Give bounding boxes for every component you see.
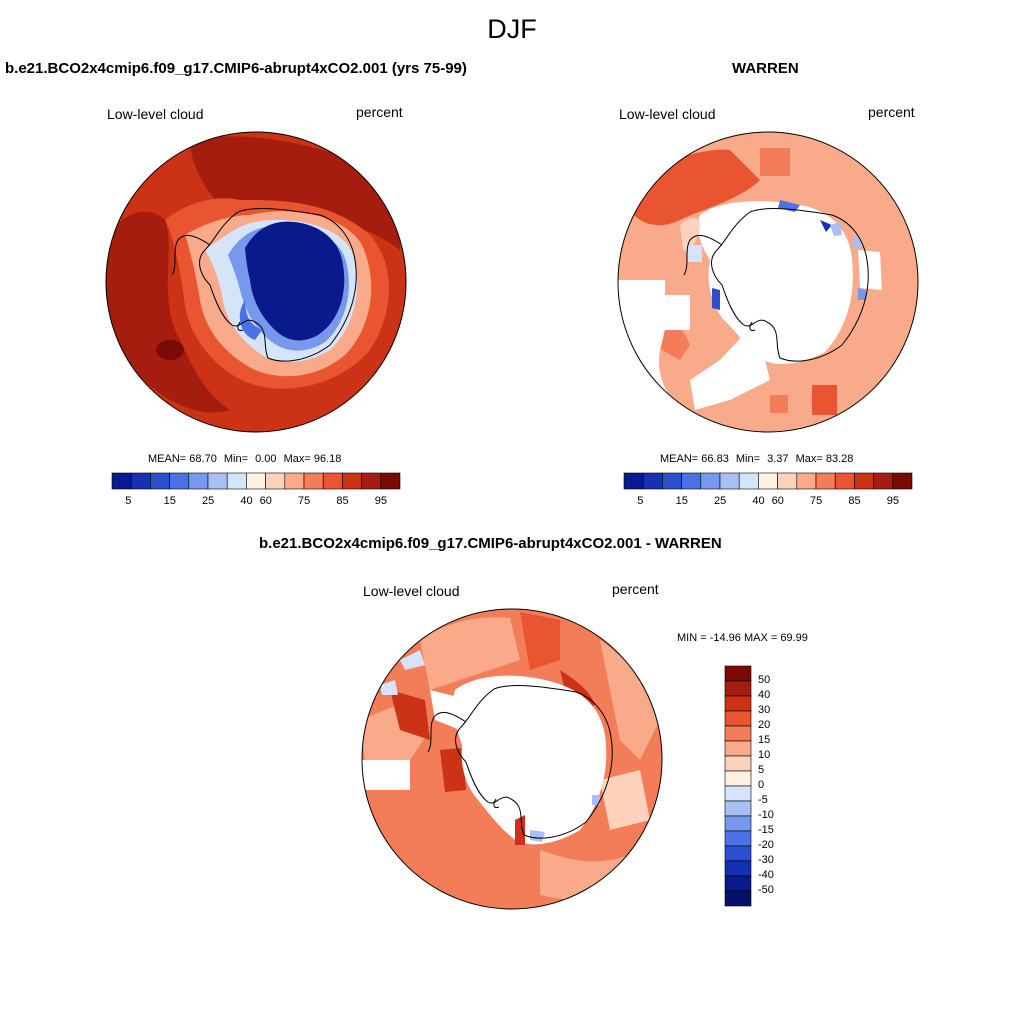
obs-colorbar-swatch xyxy=(892,472,913,490)
model-colorbar-tick-label: 85 xyxy=(336,495,349,507)
obs-colorbar-tick-label: 5 xyxy=(637,495,644,507)
diff-minmax: MIN = -14.96 MAX = 69.99 xyxy=(677,632,808,644)
model-mean-value: 68.70 xyxy=(189,453,217,465)
obs-colorbar-tick-label: 60 xyxy=(771,495,784,507)
obs-min-value: 3.37 xyxy=(767,453,789,465)
model-colorbar-tick-label: 15 xyxy=(163,495,176,507)
model-min-value: 0.00 xyxy=(255,453,277,465)
obs-mean-value: 66.83 xyxy=(701,453,729,465)
diff-colorbar-swatch xyxy=(724,890,752,907)
model-units-label: percent xyxy=(356,104,403,120)
model-mean-label: MEAN= xyxy=(148,453,187,465)
obs-units-label: percent xyxy=(868,104,915,120)
diff-colorbar-swatch xyxy=(724,830,752,847)
model-panel-title: b.e21.BCO2x4cmip6.f09_g17.CMIP6-abrupt4x… xyxy=(5,60,467,77)
diff-colorbar-tick-label: 20 xyxy=(758,719,771,731)
diff-colorbar-swatch xyxy=(724,725,752,742)
diff-colorbar-swatch xyxy=(724,680,752,697)
diff-panel-title: b.e21.BCO2x4cmip6.f09_g17.CMIP6-abrupt4x… xyxy=(259,535,722,552)
diff-colorbar-tick-label: -30 xyxy=(758,854,774,866)
obs-max-label: Max= xyxy=(795,453,823,465)
obs-colorbar-tick-label: 85 xyxy=(848,495,861,507)
obs-colorbar-tick-label: 25 xyxy=(714,495,727,507)
model-max-value: 96.18 xyxy=(313,453,342,465)
diff-colorbar-tick-label: -40 xyxy=(758,869,774,881)
diff-colorbar-tick-label: 40 xyxy=(758,689,771,701)
obs-min-label: Min= xyxy=(735,453,761,465)
diff-colorbar-swatch xyxy=(724,740,752,757)
diff-colorbar-tick-label: -50 xyxy=(758,884,774,896)
figure-title: DJF xyxy=(487,14,537,44)
diff-colorbar-tick-label: 50 xyxy=(758,674,771,686)
diff-colorbar-swatch xyxy=(724,800,752,817)
model-colorbar-tick-label: 95 xyxy=(374,495,388,507)
diff-colorbar-tick-label: -15 xyxy=(758,824,774,836)
diff-colorbar-tick-label: -20 xyxy=(758,839,774,851)
model-min-label: Min= xyxy=(223,453,249,465)
obs-colorbar xyxy=(623,472,913,490)
obs-colorbar-tick-label: 40 xyxy=(752,495,765,507)
model-stats: MEAN= 68.70 Min= 0.00 Max= 96.18 xyxy=(148,453,341,465)
diff-colorbar-tick-label: -5 xyxy=(758,794,768,806)
model-colorbar-swatch xyxy=(380,472,401,490)
diff-variable-label: Low-level cloud xyxy=(363,583,460,599)
obs-max-value: 83.28 xyxy=(825,453,854,465)
obs-panel-title: WARREN xyxy=(732,60,799,77)
diff-colorbar-swatch xyxy=(724,860,752,877)
diff-colorbar-swatch xyxy=(724,710,752,727)
diff-colorbar-swatch xyxy=(724,755,752,772)
diff-units-label: percent xyxy=(612,581,659,597)
diff-colorbar-swatch xyxy=(724,770,752,787)
diff-colorbar-swatch xyxy=(724,785,752,802)
diff-colorbar-tick-label: 0 xyxy=(758,779,765,791)
diff-colorbar-tick-label: 5 xyxy=(758,764,765,776)
diff-colorbar-tick-label: -10 xyxy=(758,809,774,821)
obs-stats: MEAN= 66.83 Min= 3.37 Max= 83.28 xyxy=(660,453,853,465)
model-colorbar-tick-label: 60 xyxy=(259,495,272,507)
diff-colorbar-tick-label: 10 xyxy=(758,749,771,761)
obs-mean-label: MEAN= xyxy=(660,453,699,465)
diff-colorbar-tick-label: 30 xyxy=(758,704,771,716)
model-colorbar-tick-label: 75 xyxy=(298,495,311,507)
obs-colorbar-tick-label: 75 xyxy=(810,495,823,507)
model-variable-label: Low-level cloud xyxy=(107,106,204,122)
diff-colorbar-swatch xyxy=(724,875,752,892)
model-colorbar-tick-label: 25 xyxy=(202,495,215,507)
model-colorbar-tick-label: 40 xyxy=(240,495,253,507)
diff-colorbar-swatch xyxy=(724,665,752,682)
obs-colorbar-tick-label: 15 xyxy=(675,495,688,507)
diff-colorbar-swatch xyxy=(724,815,752,832)
diff-colorbar-swatch xyxy=(724,695,752,712)
obs-colorbar-tick-label: 95 xyxy=(886,495,900,507)
obs-variable-label: Low-level cloud xyxy=(619,106,716,122)
model-colorbar xyxy=(111,472,401,490)
diff-colorbar xyxy=(724,665,752,907)
model-max-label: Max= xyxy=(283,453,311,465)
model-colorbar-tick-label: 5 xyxy=(125,495,132,507)
diff-colorbar-swatch xyxy=(724,845,752,862)
diff-colorbar-tick-label: 15 xyxy=(758,734,771,746)
